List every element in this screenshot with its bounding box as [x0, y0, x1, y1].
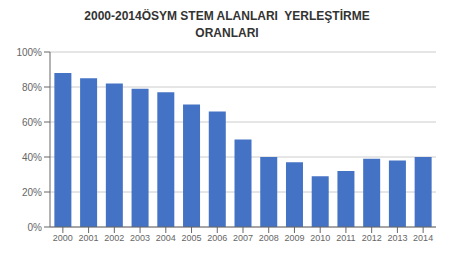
svg-text:2006: 2006	[207, 233, 227, 243]
svg-text:2001: 2001	[79, 233, 99, 243]
svg-text:2002: 2002	[104, 233, 124, 243]
svg-text:2007: 2007	[233, 233, 253, 243]
svg-text:2008: 2008	[259, 233, 279, 243]
svg-text:2004: 2004	[156, 233, 176, 243]
svg-text:2003: 2003	[130, 233, 150, 243]
html-text:2000-2014ÖSYM STEM ALANLARI YE: 2000-2014ÖSYM STEM ALANLARI YERLEŞTİRME	[84, 9, 370, 23]
svg-text:2011: 2011	[336, 233, 355, 243]
html-text:ORANLARI: ORANLARI	[195, 26, 259, 40]
svg-text:2010: 2010	[310, 233, 330, 243]
svg-text:2014: 2014	[413, 233, 433, 243]
svg-text:2000: 2000	[53, 233, 73, 243]
svg-text:0%: 0%	[28, 222, 43, 233]
svg-text:2005: 2005	[182, 233, 202, 243]
svg-text:2012: 2012	[362, 233, 382, 243]
svg-text:20%: 20%	[22, 187, 42, 198]
svg-text:100%: 100%	[16, 47, 42, 58]
svg-text:2009: 2009	[284, 233, 304, 243]
svg-text:2013: 2013	[387, 233, 407, 243]
svg-text:40%: 40%	[22, 152, 42, 163]
svg-text:60%: 60%	[22, 117, 42, 128]
svg-text:80%: 80%	[22, 82, 42, 93]
